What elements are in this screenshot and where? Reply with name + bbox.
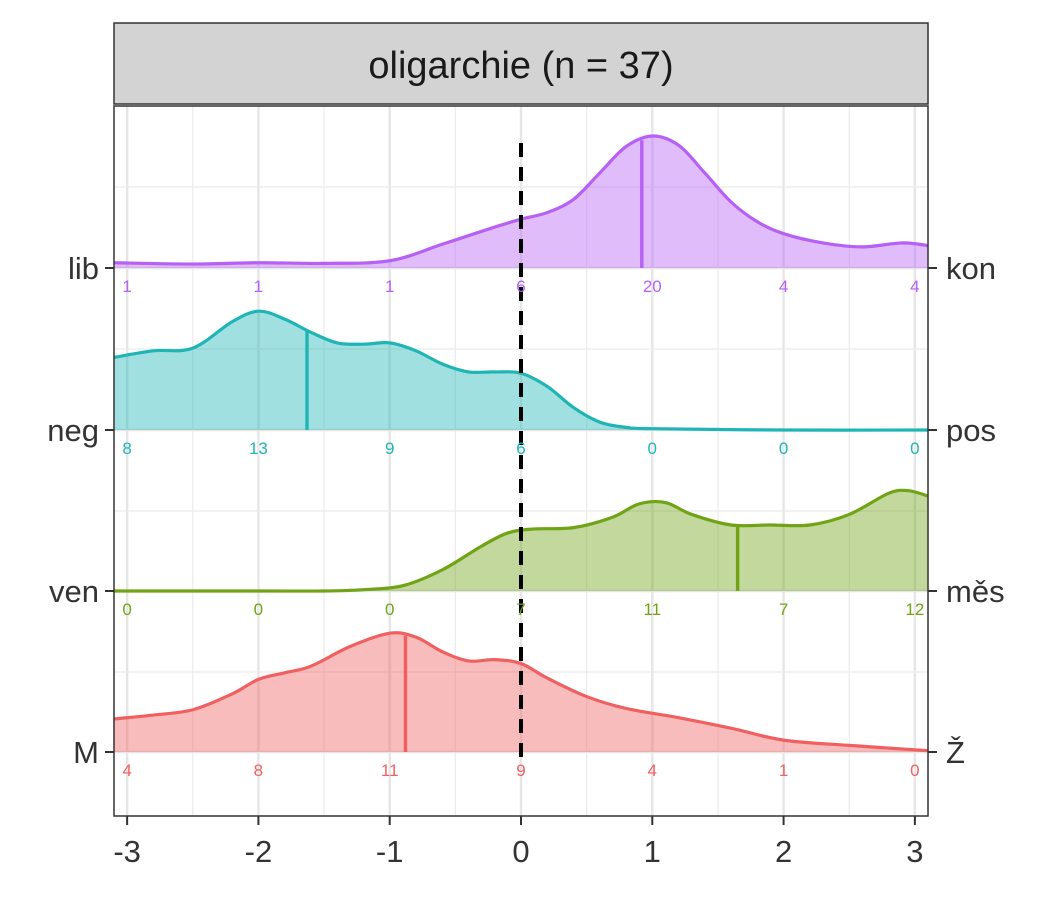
count-label: 4 xyxy=(122,761,131,780)
count-label: 4 xyxy=(910,277,919,296)
density-area-lib xyxy=(114,135,928,268)
count-label: 0 xyxy=(910,439,919,458)
x-tick-label: 2 xyxy=(775,834,792,869)
y-label-right: pos xyxy=(946,413,996,448)
density-line-ven xyxy=(114,488,929,593)
y-label-left: neg xyxy=(47,413,99,448)
count-label: 11 xyxy=(643,600,661,619)
count-label: 0 xyxy=(779,439,788,458)
count-label: 9 xyxy=(385,439,394,458)
count-label: 8 xyxy=(254,761,263,780)
count-label: 12 xyxy=(905,600,924,619)
density-line-M xyxy=(113,631,929,753)
y-label-right: kon xyxy=(946,251,996,286)
x-tick-label: 0 xyxy=(512,834,529,869)
count-label: 6 xyxy=(516,439,525,458)
count-label: 0 xyxy=(648,439,657,458)
count-label: 7 xyxy=(516,600,525,619)
density-line-lib xyxy=(113,134,929,266)
count-label: 6 xyxy=(516,277,525,296)
count-labels: 1 1 1 6 20 4 48 13 9 6 0 0 00 0 0 7 11 7 124 8 11 9 4 1 0 xyxy=(122,277,924,780)
x-tick-label: -3 xyxy=(113,834,141,869)
x-tick-label: 3 xyxy=(906,834,923,869)
count-label: 13 xyxy=(249,439,268,458)
count-label: 1 xyxy=(254,277,263,296)
y-label-left: lib xyxy=(68,251,99,286)
count-label: 4 xyxy=(648,761,657,780)
y-label-left: ven xyxy=(49,574,99,609)
y-label-left: M xyxy=(73,735,99,770)
count-label: 1 xyxy=(779,761,788,780)
count-label: 11 xyxy=(381,761,399,780)
density-area-M xyxy=(114,632,928,752)
strip-background xyxy=(113,22,929,105)
count-label: 7 xyxy=(779,600,788,619)
y-label-right: Ž xyxy=(946,735,965,770)
count-label: 4 xyxy=(779,277,788,296)
y-label-right: měs xyxy=(946,574,1005,609)
count-label: 0 xyxy=(122,600,131,619)
density-line-neg xyxy=(113,309,929,432)
x-tick-label: 1 xyxy=(644,834,661,869)
count-label: 9 xyxy=(516,761,525,780)
count-label: 0 xyxy=(254,600,263,619)
count-label: 1 xyxy=(122,277,131,296)
chart-title: oligarchie (n = 37) xyxy=(368,45,673,87)
count-label: 0 xyxy=(910,761,919,780)
x-tick-label: -1 xyxy=(376,834,404,869)
density-area-neg xyxy=(114,311,928,431)
x-tick-label: -2 xyxy=(245,834,273,869)
count-label: 0 xyxy=(385,600,394,619)
count-label: 1 xyxy=(385,277,394,296)
count-label: 8 xyxy=(122,439,131,458)
count-label: 20 xyxy=(643,277,662,296)
